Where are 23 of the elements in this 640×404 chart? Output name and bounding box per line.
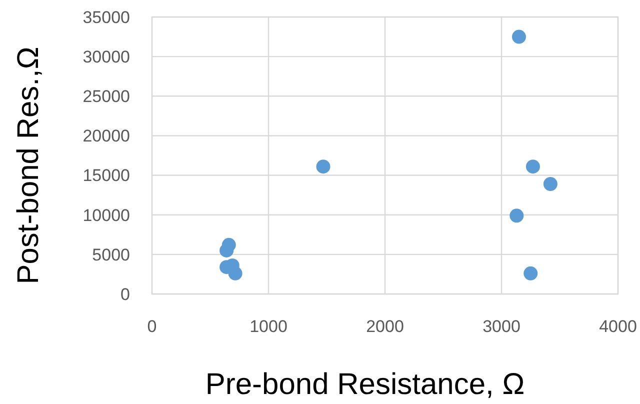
y-tick-label: 30000 — [82, 48, 130, 67]
point — [220, 243, 234, 258]
y-tick-label: 35000 — [82, 8, 130, 27]
point — [316, 160, 330, 174]
x-tick-label: 0 — [147, 317, 157, 336]
point — [524, 266, 538, 280]
y-tick-label: 0 — [120, 284, 130, 304]
y-axis-title: Post-bond Res.,Ω — [12, 46, 45, 284]
x-tick-label: 1000 — [250, 317, 288, 336]
x-tick-label: 4000 — [599, 317, 637, 336]
point — [526, 160, 540, 174]
point — [510, 208, 524, 223]
point — [228, 266, 242, 280]
y-tick-label: 10000 — [82, 206, 130, 225]
point — [543, 176, 558, 191]
point — [512, 30, 526, 44]
y-tick-label: 15000 — [82, 166, 130, 186]
x-axis-title: Pre-bond Resistance, Ω — [205, 368, 525, 401]
x-tick-label: 3000 — [482, 317, 520, 336]
y-tick-label: 25000 — [82, 87, 130, 106]
y-tick-label: 5000 — [92, 245, 130, 264]
x-tick-label: 2000 — [366, 317, 404, 336]
y-tick-label: 20000 — [82, 126, 130, 146]
